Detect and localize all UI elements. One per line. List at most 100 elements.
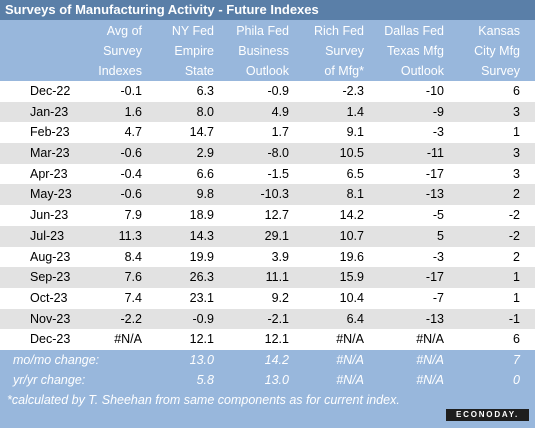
cell-dallas: -11 <box>426 146 444 161</box>
cell-ny: 9.8 <box>196 187 214 202</box>
header-dallas-fed: Dallas Fed Texas Mfg Outlook <box>384 23 444 78</box>
table-footer: mo/mo change: 13.0 14.2 #N/A #N/A 7 yr/y… <box>0 350 535 428</box>
header-kansas-city: Kansas City Mfg Survey <box>474 23 520 78</box>
cell-kansas: -1 <box>508 311 520 326</box>
cell-ny: 13.0 <box>189 353 214 367</box>
table-row: Nov-23 -2.2 -0.9 -2.1 6.4 -13 -1 <box>0 308 535 330</box>
cell-kansas: 3 <box>513 146 520 161</box>
cell-rich: 10.7 <box>339 228 364 243</box>
cell-phila: 11.1 <box>265 270 289 285</box>
table-body: Dec-22 -0.1 6.3 -0.9 -2.3 -10 6 Jan-23 1… <box>0 81 535 350</box>
cell-kansas: 2 <box>513 249 520 264</box>
econoday-logo: ECONODAY. <box>446 409 529 421</box>
table-row: Aug-23 8.4 19.9 3.9 19.6 -3 2 <box>0 247 535 268</box>
cell-dallas: -13 <box>425 187 444 202</box>
table-row: Oct-23 7.4 23.1 9.2 10.4 -7 1 <box>0 288 535 309</box>
cell-avg: 1.6 <box>124 104 142 119</box>
cell-phila: 29.1 <box>264 228 289 243</box>
table-row: Jan-23 1.6 8.0 4.9 1.4 -9 3 <box>0 101 535 123</box>
cell-ny: 5.8 <box>196 373 214 387</box>
cell-phila: 14.2 <box>264 353 289 367</box>
cell-ny: 12.1 <box>189 332 214 347</box>
cell-avg: 7.4 <box>124 290 142 305</box>
cell-rich: #N/A <box>336 353 364 367</box>
row-month: Nov-23 <box>30 311 71 326</box>
cell-avg: 4.7 <box>124 125 142 140</box>
table-row: Jun-23 7.9 18.9 12.7 14.2 -5 -2 <box>0 205 535 226</box>
row-month: Dec-22 <box>30 84 71 98</box>
cell-rich: 15.9 <box>339 270 364 285</box>
cell-ny: 14.3 <box>189 228 214 243</box>
cell-phila: -1.5 <box>267 166 289 181</box>
row-month: Oct-23 <box>30 290 68 305</box>
cell-avg: -0.1 <box>120 84 142 98</box>
header-avg-survey: Avg of Survey Indexes <box>98 23 142 78</box>
cell-ny: 18.9 <box>189 208 214 223</box>
cell-phila: 1.7 <box>271 125 289 140</box>
cell-dallas: #N/A <box>416 353 444 367</box>
row-month: Aug-23 <box>30 249 71 264</box>
cell-dallas: #N/A <box>416 332 444 347</box>
cell-ny: 23.1 <box>189 290 214 305</box>
cell-kansas: 7 <box>513 353 520 367</box>
cell-rich: 19.6 <box>339 249 364 264</box>
cell-avg: 7.9 <box>124 208 142 223</box>
cell-avg: 7.6 <box>124 270 142 285</box>
cell-ny: 6.6 <box>196 166 214 181</box>
cell-phila: 12.1 <box>264 332 289 347</box>
cell-avg: 8.4 <box>124 249 142 264</box>
cell-dallas: -9 <box>432 104 444 119</box>
cell-kansas: 3 <box>513 166 520 181</box>
table-row: Feb-23 4.7 14.7 1.7 9.1 -3 1 <box>0 122 535 143</box>
table-row: Jul-23 11.3 14.3 29.1 10.7 5 -2 <box>0 225 535 247</box>
cell-ny: 2.9 <box>196 146 214 161</box>
change-label: mo/mo change: <box>13 353 100 367</box>
cell-phila: 12.7 <box>264 208 289 223</box>
cell-kansas: -2 <box>508 208 520 223</box>
cell-dallas: #N/A <box>416 373 444 387</box>
cell-dallas: -17 <box>425 166 444 181</box>
cell-ny: -0.9 <box>192 311 214 326</box>
cell-phila: 9.2 <box>271 290 289 305</box>
cell-rich: 8.1 <box>346 187 364 202</box>
cell-ny: 8.0 <box>196 104 214 119</box>
cell-rich: 14.2 <box>339 208 364 223</box>
cell-phila: 13.0 <box>264 373 289 387</box>
cell-dallas: -7 <box>432 290 444 305</box>
cell-rich: 6.5 <box>346 166 364 181</box>
row-month: Mar-23 <box>30 146 70 161</box>
cell-rich: 6.4 <box>346 311 364 326</box>
cell-dallas: -17 <box>425 270 444 285</box>
change-row-mom: mo/mo change: 13.0 14.2 #N/A #N/A 7 <box>0 350 535 370</box>
row-month: May-23 <box>30 187 72 202</box>
table-title: Surveys of Manufacturing Activity - Futu… <box>0 0 535 20</box>
cell-dallas: -3 <box>432 125 444 140</box>
cell-phila: -2.1 <box>267 311 289 326</box>
footnote: *calculated by T. Sheehan from same comp… <box>7 393 400 407</box>
cell-kansas: 3 <box>513 104 520 119</box>
cell-ny: 6.3 <box>196 84 214 98</box>
cell-kansas: 1 <box>513 125 520 140</box>
cell-avg: -2.2 <box>120 311 142 326</box>
cell-kansas: 2 <box>513 187 520 202</box>
header-ny-fed: NY Fed Empire State <box>171 23 214 78</box>
table-row: Dec-23 #N/A 12.1 12.1 #N/A #N/A 6 <box>0 329 535 350</box>
cell-avg: -0.6 <box>120 146 142 161</box>
cell-kansas: 1 <box>513 290 520 305</box>
cell-rich: 10.5 <box>339 146 364 161</box>
table-row: Apr-23 -0.4 6.6 -1.5 6.5 -17 3 <box>0 164 535 185</box>
cell-avg: -0.4 <box>120 166 142 181</box>
row-month: Jul-23 <box>30 228 65 243</box>
row-month: Jan-23 <box>30 104 69 119</box>
cell-phila: -0.9 <box>267 84 289 98</box>
row-month: Jun-23 <box>30 208 69 223</box>
cell-avg: #N/A <box>114 332 142 347</box>
cell-ny: 26.3 <box>189 270 214 285</box>
cell-phila: 4.9 <box>271 104 289 119</box>
cell-phila: -10.3 <box>260 187 290 202</box>
cell-avg: 11.3 <box>118 228 142 243</box>
change-row-yoy: yr/yr change: 5.8 13.0 #N/A #N/A 0 <box>0 370 535 390</box>
cell-kansas: -2 <box>508 228 520 243</box>
cell-dallas: -10 <box>425 84 444 98</box>
